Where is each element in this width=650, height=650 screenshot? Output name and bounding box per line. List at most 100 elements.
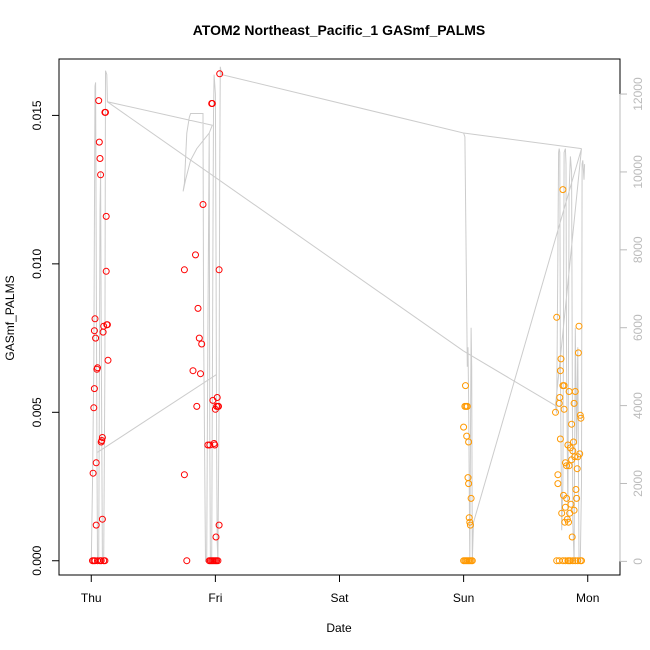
data-point-s2-69 [571,388,579,395]
data-point-s2-41 [557,355,565,363]
y2-tick-label-4: 8000 [631,236,645,263]
data-point-s1-18 [95,97,103,105]
data-point-s1-69 [216,70,224,78]
data-point-s2-70 [572,486,580,493]
data-point-s2-27 [566,557,574,565]
y2-tick-label-5: 10000 [631,155,645,189]
altitude-line-layer [90,66,586,562]
data-point-s2-72 [573,465,581,473]
data-point-s2-77 [576,411,584,419]
data-point-s1-8 [89,469,97,477]
data-point-s1-36 [180,471,188,479]
data-point-s2-8 [460,423,468,431]
data-point-s1-67 [215,521,223,529]
data-point-s2-30 [574,557,582,565]
data-point-s1-17 [94,364,101,372]
data-point-s1-54 [204,441,212,449]
data-point-s1-14 [92,459,100,467]
data-point-s1-23 [98,437,106,444]
chart-title: ATOM2 Northeast_Pacific_1 GASmf_PALMS [193,22,486,38]
data-point-s2-16 [465,480,473,488]
y-tick-label-1: 0.005 [30,397,44,427]
y-tick-label-2: 0.010 [30,249,44,279]
data-point-s1-13 [92,334,100,342]
data-point-s1-55 [206,441,214,449]
data-point-s2-39 [556,435,564,443]
data-point-s1-30 [102,212,110,220]
altitude-connector-1 [97,374,217,453]
data-point-s1-29 [102,108,109,116]
data-point-s2-57 [565,462,573,470]
data-point-s2-55 [565,518,572,526]
data-point-s2-13 [463,402,471,410]
data-point-s2-17 [465,514,473,522]
data-point-s2-36 [554,471,562,479]
data-points-layer [89,70,585,565]
data-point-s1-60 [211,441,219,449]
data-point-s2-38 [556,394,564,401]
data-point-s2-78 [577,414,585,422]
data-point-s2-28 [569,557,577,565]
data-point-s1-43 [197,370,204,378]
data-point-s1-45 [199,201,207,208]
data-point-s2-18 [466,518,474,526]
data-point-s2-24 [561,557,569,565]
data-point-s2-47 [560,382,568,390]
x-axis-label: Date [326,621,352,635]
data-point-s1-5 [97,557,105,565]
data-point-s2-66 [570,399,578,407]
data-point-s1-10 [90,385,98,393]
x-tick-label-sat: Sat [330,591,349,605]
data-point-s2-33 [552,408,559,416]
data-point-s2-7 [468,557,476,565]
data-point-s2-65 [570,438,577,446]
x-axis: Thu Fri Sat Sun Mon [81,574,599,605]
data-point-s2-63 [568,533,576,541]
altitude-line [90,66,586,562]
data-point-s1-40 [193,402,201,410]
y-tick-label-0: 0.000 [30,545,44,575]
data-point-s1-33 [103,321,111,329]
altitude-connector-2 [463,132,582,150]
data-point-s2-67 [570,506,578,514]
data-point-s2-52 [563,462,571,470]
y2-tick-label-6: 12000 [631,77,645,111]
data-point-s2-32 [578,557,585,565]
data-point-s1-64 [213,394,221,401]
data-point-s1-68 [215,266,223,274]
y-axis-right: 0 2000 4000 6000 8000 10000 12000 [619,77,645,565]
data-point-s2-15 [465,438,473,446]
data-point-s1-42 [195,334,203,342]
data-point-s2-51 [563,494,571,502]
y2-tick-label-0: 0 [631,558,645,565]
y-axis-label: GASmf_PALMS [3,275,17,360]
data-point-s1-58 [209,396,217,404]
data-point-s1-41 [194,304,202,312]
data-point-s1-34 [104,356,112,364]
data-point-s1-9 [90,404,98,412]
data-point-s1-11 [90,327,98,335]
data-point-s1-20 [96,155,104,162]
data-point-s1-38 [189,367,197,375]
data-point-s2-74 [574,349,582,357]
data-point-s1-21 [97,171,105,179]
data-point-s2-46 [560,405,568,413]
data-point-s1-57 [208,100,216,107]
data-point-s2-60 [567,500,575,508]
data-point-s1-19 [95,138,103,146]
data-point-s1-39 [192,251,199,259]
data-point-s2-20 [467,494,475,502]
data-point-s1-53 [214,557,222,565]
data-point-s2-75 [575,322,583,330]
data-point-s2-68 [571,453,579,461]
data-point-s2-71 [573,494,581,502]
data-point-s2-10 [462,382,469,390]
data-point-s2-76 [576,450,584,458]
data-point-s2-42 [558,509,566,517]
x-tick-label-mon: Mon [576,591,599,605]
x-tick-label-sun: Sun [453,591,474,605]
data-point-s2-50 [561,503,569,511]
altitude-connector-0 [107,101,464,352]
x-tick-label-thu: Thu [81,591,102,605]
